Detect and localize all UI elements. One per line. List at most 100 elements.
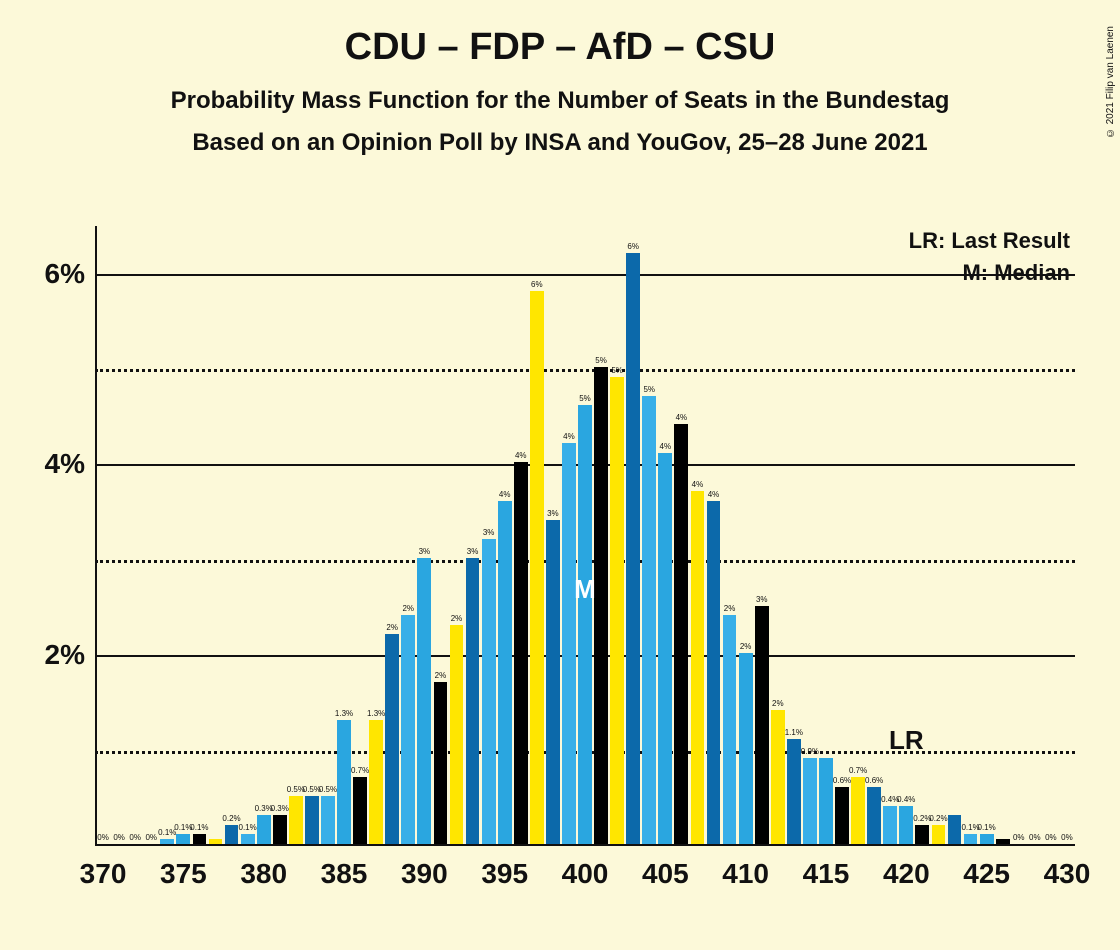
bar-value-label: 0.7% — [351, 766, 369, 775]
bar-value-label: 0.1% — [190, 823, 208, 832]
x-axis-line — [95, 844, 1075, 846]
bar — [209, 839, 223, 844]
bar-value-label: 5% — [579, 394, 591, 403]
bar-value-label: 2% — [386, 623, 398, 632]
bar-value-label: 4% — [676, 413, 688, 422]
bar — [867, 787, 881, 844]
x-tick-label: 385 — [321, 858, 368, 890]
bar — [273, 815, 287, 844]
bar-value-label: 0.5% — [319, 785, 337, 794]
bar — [787, 739, 801, 844]
x-tick-label: 410 — [722, 858, 769, 890]
bar-value-label: 5% — [611, 366, 623, 375]
bar — [385, 634, 399, 844]
bar — [691, 491, 705, 844]
bar — [466, 558, 480, 844]
x-tick-label: 415 — [803, 858, 850, 890]
bar — [964, 834, 978, 844]
y-tick-label: 4% — [25, 448, 85, 480]
bar — [369, 720, 383, 844]
bar — [626, 253, 640, 844]
chart-subtitle-2: Based on an Opinion Poll by INSA and You… — [0, 129, 1120, 157]
x-tick-label: 395 — [481, 858, 528, 890]
bar-value-label: 3% — [756, 595, 768, 604]
bar-value-label: 1.3% — [367, 709, 385, 718]
bar — [803, 758, 817, 844]
bar — [401, 615, 415, 844]
bar-value-label: 5% — [595, 356, 607, 365]
bar — [835, 787, 849, 844]
bar — [193, 834, 207, 844]
x-tick-label: 380 — [240, 858, 287, 890]
bar-value-label: 0.7% — [849, 766, 867, 775]
bar — [417, 558, 431, 844]
bar — [642, 396, 656, 844]
bar — [514, 462, 528, 844]
bar-value-label: 0% — [113, 833, 125, 842]
bar-value-label: 4% — [515, 451, 527, 460]
bar — [160, 839, 174, 844]
bar-value-label: 0% — [1013, 833, 1025, 842]
x-tick-label: 390 — [401, 858, 448, 890]
bar — [980, 834, 994, 844]
bar-value-label: 2% — [772, 699, 784, 708]
x-tick-label: 370 — [80, 858, 127, 890]
bar-value-label: 0% — [145, 833, 157, 842]
bar-value-label: 4% — [660, 442, 672, 451]
bar — [819, 758, 833, 844]
bar — [915, 825, 929, 844]
bar — [353, 777, 367, 844]
bar — [755, 606, 769, 844]
bar — [658, 453, 672, 844]
bar — [723, 615, 737, 844]
bar — [996, 839, 1010, 844]
bar-value-label: 0.9% — [801, 747, 819, 756]
x-tick-label: 420 — [883, 858, 930, 890]
bar-value-label: 4% — [499, 490, 511, 499]
plot-area: 2%4%6%3703753803853903954004054104154204… — [95, 226, 1075, 846]
bar-value-label: 0.2% — [222, 814, 240, 823]
bar — [883, 806, 897, 844]
bar-value-label: 3% — [547, 509, 559, 518]
bar — [948, 815, 962, 844]
chart-subtitle: Probability Mass Function for the Number… — [0, 87, 1120, 115]
bar-value-label: 3% — [467, 547, 479, 556]
bar — [450, 625, 464, 844]
bar — [771, 710, 785, 844]
bar — [176, 834, 190, 844]
bar-value-label: 4% — [692, 480, 704, 489]
bar — [257, 815, 271, 844]
bar-value-label: 2% — [435, 671, 447, 680]
bar-value-label: 5% — [643, 385, 655, 394]
y-tick-label: 2% — [25, 639, 85, 671]
x-tick-label: 375 — [160, 858, 207, 890]
grid-major — [95, 274, 1075, 276]
bar — [530, 291, 544, 844]
bar-value-label: 0.6% — [833, 776, 851, 785]
bar-value-label: 0.4% — [897, 795, 915, 804]
bar — [305, 796, 319, 844]
bar — [546, 520, 560, 844]
chart-title: CDU – FDP – AfD – CSU — [0, 26, 1120, 69]
bar-value-label: 0% — [1029, 833, 1041, 842]
bar — [498, 501, 512, 844]
x-tick-label: 400 — [562, 858, 609, 890]
bar-value-label: 2% — [402, 604, 414, 613]
bar-value-label: 2% — [740, 642, 752, 651]
bar-value-label: 3% — [419, 547, 431, 556]
bar — [225, 825, 239, 844]
bar-value-label: 0% — [1045, 833, 1057, 842]
bar-value-label: 4% — [708, 490, 720, 499]
y-tick-label: 6% — [25, 258, 85, 290]
bar — [321, 796, 335, 844]
x-tick-label: 425 — [963, 858, 1010, 890]
bar-value-label: 6% — [531, 280, 543, 289]
bar-value-label: 2% — [724, 604, 736, 613]
x-tick-label: 405 — [642, 858, 689, 890]
bar-value-label: 4% — [563, 432, 575, 441]
bar-value-label: 0% — [129, 833, 141, 842]
bar-value-label: 0.6% — [865, 776, 883, 785]
bar — [610, 377, 624, 844]
bar-value-label: 0.2% — [929, 814, 947, 823]
bar-value-label: 6% — [627, 242, 639, 251]
